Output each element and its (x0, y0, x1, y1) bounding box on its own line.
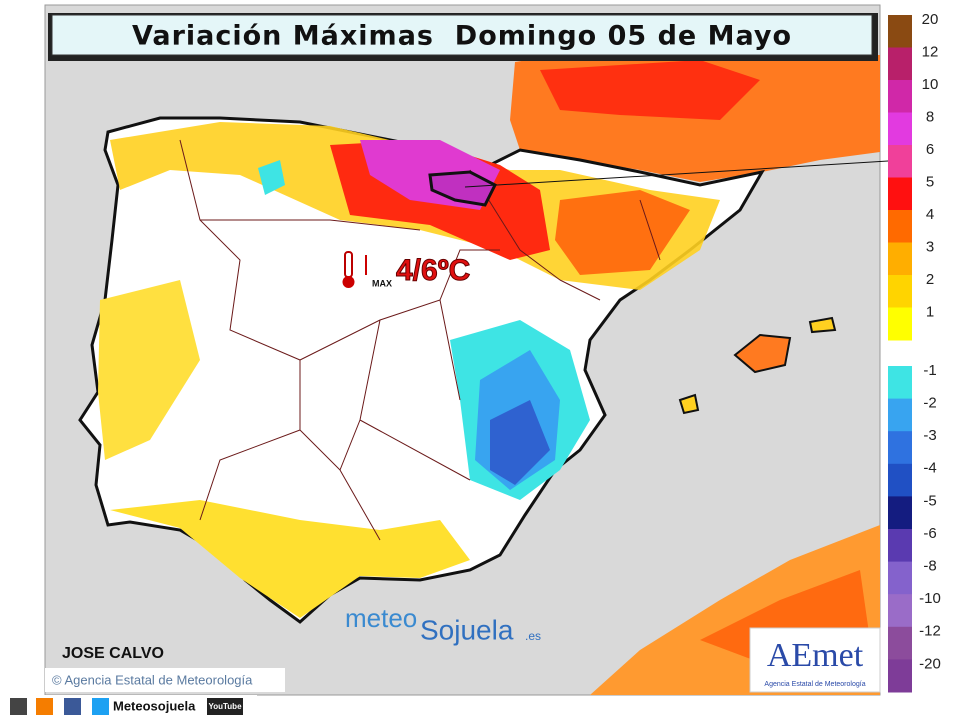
legend-label: 10 (922, 76, 939, 93)
youtube-label[interactable]: YouTube (208, 702, 242, 711)
pointer-line (464, 159, 906, 188)
cool-area (258, 160, 285, 195)
legend-label: 2 (926, 271, 934, 288)
thermometer-bulb (342, 276, 355, 288)
footer-name[interactable]: Meteosojuela (113, 698, 196, 713)
legend-swatch (888, 529, 912, 563)
icon-twitter[interactable] (92, 698, 109, 715)
legend-label: -6 (923, 525, 936, 542)
ibiza (678, 393, 700, 415)
legend-swatch (888, 561, 912, 595)
legend-swatch (888, 15, 912, 48)
legend-swatch (888, 398, 912, 432)
legend-label: -3 (923, 427, 936, 444)
legend-label: 12 (922, 43, 939, 60)
icon-facebook[interactable] (64, 698, 81, 715)
logo-domain: .es (525, 629, 541, 643)
author: JOSE CALVO (62, 645, 164, 662)
legend-label: -20 (919, 655, 941, 672)
legend-swatch (888, 112, 912, 146)
thermometer (344, 251, 353, 278)
icon-blogger[interactable] (36, 698, 53, 715)
logo-sojuela: Sojuela (420, 614, 514, 645)
aemet-logo: AEmet (767, 637, 864, 674)
legend-swatch (888, 431, 912, 465)
warm-area (110, 500, 470, 618)
legend-label: 6 (926, 141, 934, 158)
legend-label: 8 (926, 108, 934, 125)
legend-swatch (888, 47, 912, 81)
legend-swatch (888, 177, 912, 211)
legend-label: -4 (923, 460, 936, 477)
legend-swatch (888, 496, 912, 530)
legend-swatch (888, 659, 912, 693)
warm-area (555, 190, 690, 275)
region-borders (179, 139, 661, 541)
youtube-box[interactable] (207, 698, 243, 715)
aemet-caption: Agencia Estatal de Meteorología (764, 681, 865, 688)
logo-meteo: meteo (345, 603, 417, 633)
legend-label: -5 (923, 492, 936, 509)
menorca (808, 316, 837, 334)
aemet-box (749, 627, 881, 693)
legend-swatch (888, 275, 912, 308)
legend-label: 20 (922, 11, 939, 28)
icon-instagram[interactable] (10, 698, 27, 715)
legend-swatch (888, 463, 912, 497)
legend-label: -2 (923, 394, 936, 411)
legend-swatch (888, 145, 912, 178)
legend-swatch (888, 210, 912, 243)
la-rioja-outline (428, 170, 498, 207)
legend-label: -12 (919, 623, 941, 640)
copyright-box (45, 668, 285, 692)
title: Variación Máximas Domingo 05 de Mayo (132, 21, 792, 52)
legend-label: -1 (923, 362, 936, 379)
legend-swatch (888, 366, 912, 400)
warm-area (540, 60, 760, 120)
icon-label: MAX (372, 278, 392, 288)
annotation-value: 4/6ºC (396, 254, 470, 287)
legend-swatch (888, 594, 912, 628)
cool-area (490, 400, 550, 485)
copyright: © Agencia Estatal de Meteorología (52, 672, 253, 687)
legend-label: -8 (923, 557, 936, 574)
legend-label: -10 (919, 590, 941, 607)
legend-swatch (888, 626, 912, 660)
warm-area (98, 280, 200, 460)
legend-label: 4 (926, 206, 934, 223)
title-box (51, 14, 873, 56)
legend-label: 5 (926, 173, 934, 190)
legend-label: 1 (926, 303, 934, 320)
legend: 20 12 10 8 6 5 4 3 2 1 -1 -2 -3 -4 -5 -6 -8 -10 -12 -20 (888, 11, 941, 693)
legend-swatch (888, 307, 912, 341)
legend-label: 3 (926, 238, 934, 255)
legend-swatch (888, 242, 912, 276)
mallorca (733, 333, 792, 374)
legend-swatch (888, 80, 912, 113)
